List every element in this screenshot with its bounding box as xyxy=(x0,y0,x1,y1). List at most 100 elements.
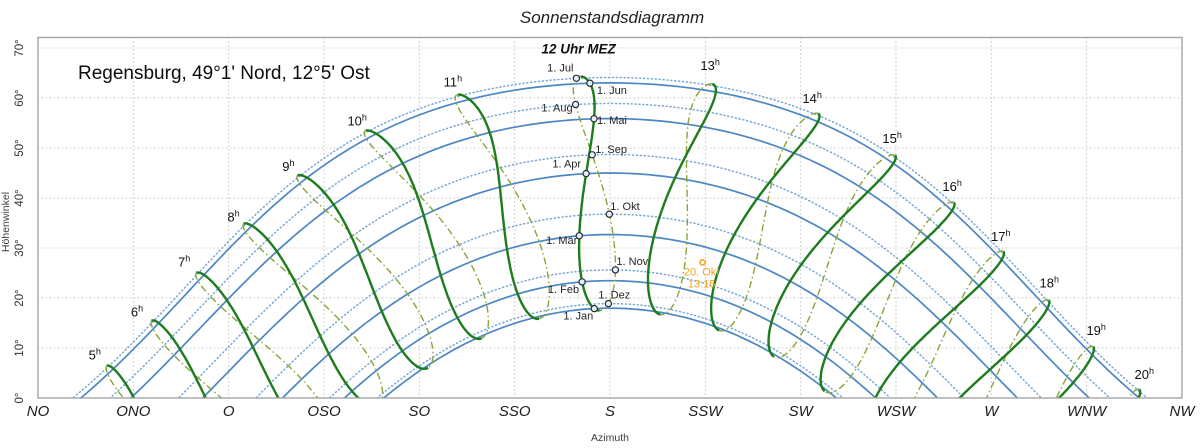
date-labels: 1. Jan 1. Feb 1. Mär 1. Apr 1. Mai 1. Jun 1. J… xyxy=(541,62,648,322)
sun-path-1Aug xyxy=(109,102,1111,398)
sun-path-1Apr xyxy=(201,172,1019,398)
y-axis-ticks: 0° 10° 20° 30° 40° 50° 60° 70° xyxy=(14,39,26,403)
date-marker xyxy=(578,278,586,286)
sun-path-1Sep xyxy=(177,153,1043,398)
hour-label: 13h xyxy=(700,57,719,73)
date-marker xyxy=(572,74,581,83)
hour-label: 8h xyxy=(227,208,239,224)
x-axis-ticks: NO ONO O OSO SO SSO S SSW SW WSW W WNW NW xyxy=(27,403,1197,420)
hour-line-solid-15 xyxy=(767,154,897,358)
hour-line-dashed-11 xyxy=(454,94,550,320)
hour-label-suffix: h xyxy=(138,303,143,313)
y-tick-label: 50° xyxy=(14,139,26,156)
hour-label-suffix: h xyxy=(362,112,367,122)
hour-line-solid-8 xyxy=(242,222,361,398)
hour-line-dashed-5 xyxy=(105,365,125,398)
hour-label: 14h xyxy=(802,90,821,106)
x-tick-label: W xyxy=(984,403,1000,420)
hour-line-solid-10 xyxy=(364,129,483,341)
x-tick-label: WSW xyxy=(877,403,917,420)
hour-line-dashed-17 xyxy=(913,250,1005,398)
hour-label-suffix: h xyxy=(1006,228,1011,238)
date-label: 1. Aug xyxy=(541,103,572,115)
sun-path-1Jan xyxy=(382,307,838,398)
date-label: 1. Jun xyxy=(597,85,627,97)
hour-line-dashed-10 xyxy=(363,130,490,340)
hour-line-dashed-16 xyxy=(824,201,955,394)
hour-label: 5h xyxy=(89,347,101,363)
x-tick-label: SO xyxy=(408,403,430,420)
noon-hour-label: 12 Uhr MEZ xyxy=(541,42,616,57)
sun-path-1Mai xyxy=(129,117,1091,398)
y-tick-label: 20° xyxy=(14,289,26,306)
y-tick-label: 60° xyxy=(14,89,26,106)
date-label: 1. Jan xyxy=(563,311,593,323)
date-label: 1. Sep xyxy=(595,144,627,156)
hour-analemmas-solid xyxy=(106,75,1142,398)
date-label: 1. Mär xyxy=(546,235,578,247)
x-tick-label: NW xyxy=(1170,403,1197,420)
plot-border xyxy=(37,36,1183,399)
x-tick-label: WNW xyxy=(1067,403,1108,420)
date-label: 1. Jul xyxy=(547,62,573,74)
hour-label-suffix: h xyxy=(1101,322,1106,332)
chart-title: Sonnenstandsdiagramm xyxy=(520,8,704,27)
hour-line-solid-14 xyxy=(709,112,821,332)
hour-label-suffix: h xyxy=(957,178,962,188)
date-markers xyxy=(571,74,620,313)
hour-label: 15h xyxy=(882,130,901,146)
date-label: 1. Okt xyxy=(610,201,639,213)
date-label: 1. Apr xyxy=(552,159,581,171)
date-label: 1. Feb xyxy=(548,284,579,296)
sun-path-1Jul xyxy=(71,76,1149,398)
highlight-date-label: 20. Okt xyxy=(684,266,719,278)
hour-label: 9h xyxy=(282,158,294,174)
date-marker xyxy=(590,115,598,123)
hour-label-suffix: h xyxy=(457,74,462,84)
hour-label-suffix: h xyxy=(1149,366,1154,376)
x-tick-label: SSO xyxy=(499,403,531,420)
sun-path-1Dez xyxy=(375,302,845,398)
y-tick-label: 70° xyxy=(14,39,26,56)
hour-line-solid-18 xyxy=(957,299,1051,398)
hour-label: 16h xyxy=(942,178,961,194)
x-tick-label: NO xyxy=(27,403,50,420)
highlight-time-label: 13:15 xyxy=(688,278,716,290)
sun-path-1Nov xyxy=(328,269,892,398)
y-axis-label: Höhenwinkel xyxy=(0,192,12,252)
hour-label-suffix: h xyxy=(235,208,240,218)
hour-label-suffix: h xyxy=(290,158,295,168)
sun-path-1Mr xyxy=(281,233,939,398)
y-tick-label: 40° xyxy=(14,189,26,206)
location-label: Regensburg, 49°1' Nord, 12°5' Ost xyxy=(78,63,371,84)
hour-label-suffix: h xyxy=(185,253,190,263)
highlight-marker xyxy=(699,258,706,266)
sun-path-1Feb xyxy=(343,279,877,398)
hour-label: 20h xyxy=(1135,366,1154,382)
date-marker xyxy=(588,151,596,159)
date-marker xyxy=(582,169,590,178)
hour-line-solid-13 xyxy=(646,82,718,316)
hour-label-suffix: h xyxy=(1054,275,1059,285)
sun-path-1Jun xyxy=(79,82,1141,398)
hour-label: 17h xyxy=(991,228,1010,244)
hour-line-dashed-8 xyxy=(242,223,384,398)
x-tick-label: S xyxy=(605,403,615,420)
x-tick-label: O xyxy=(223,403,235,420)
date-marker xyxy=(604,299,613,308)
hour-label: 10h xyxy=(347,112,366,128)
hour-line-dashed-6 xyxy=(150,320,223,398)
hour-line-dashed-9 xyxy=(296,175,434,369)
sun-path-arcs-jan-jun xyxy=(79,82,1141,398)
x-tick-label: ONO xyxy=(116,403,151,420)
x-tick-label: SW xyxy=(789,403,815,420)
hour-label: 6h xyxy=(131,303,143,319)
y-tick-label: 10° xyxy=(14,339,26,356)
hour-line-solid-7 xyxy=(195,271,280,398)
hour-line-solid-9 xyxy=(296,173,429,370)
x-tick-label: SSW xyxy=(688,403,724,420)
date-marker xyxy=(590,304,599,313)
